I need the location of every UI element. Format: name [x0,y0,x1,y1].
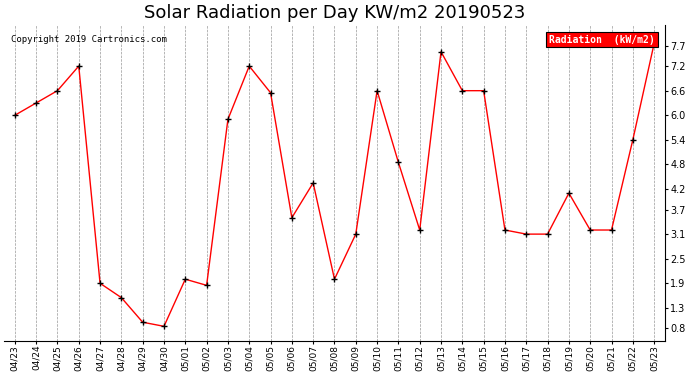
Title: Solar Radiation per Day KW/m2 20190523: Solar Radiation per Day KW/m2 20190523 [144,4,525,22]
Text: Copyright 2019 Cartronics.com: Copyright 2019 Cartronics.com [11,34,167,44]
Text: Radiation  (kW/m2): Radiation (kW/m2) [549,34,655,45]
